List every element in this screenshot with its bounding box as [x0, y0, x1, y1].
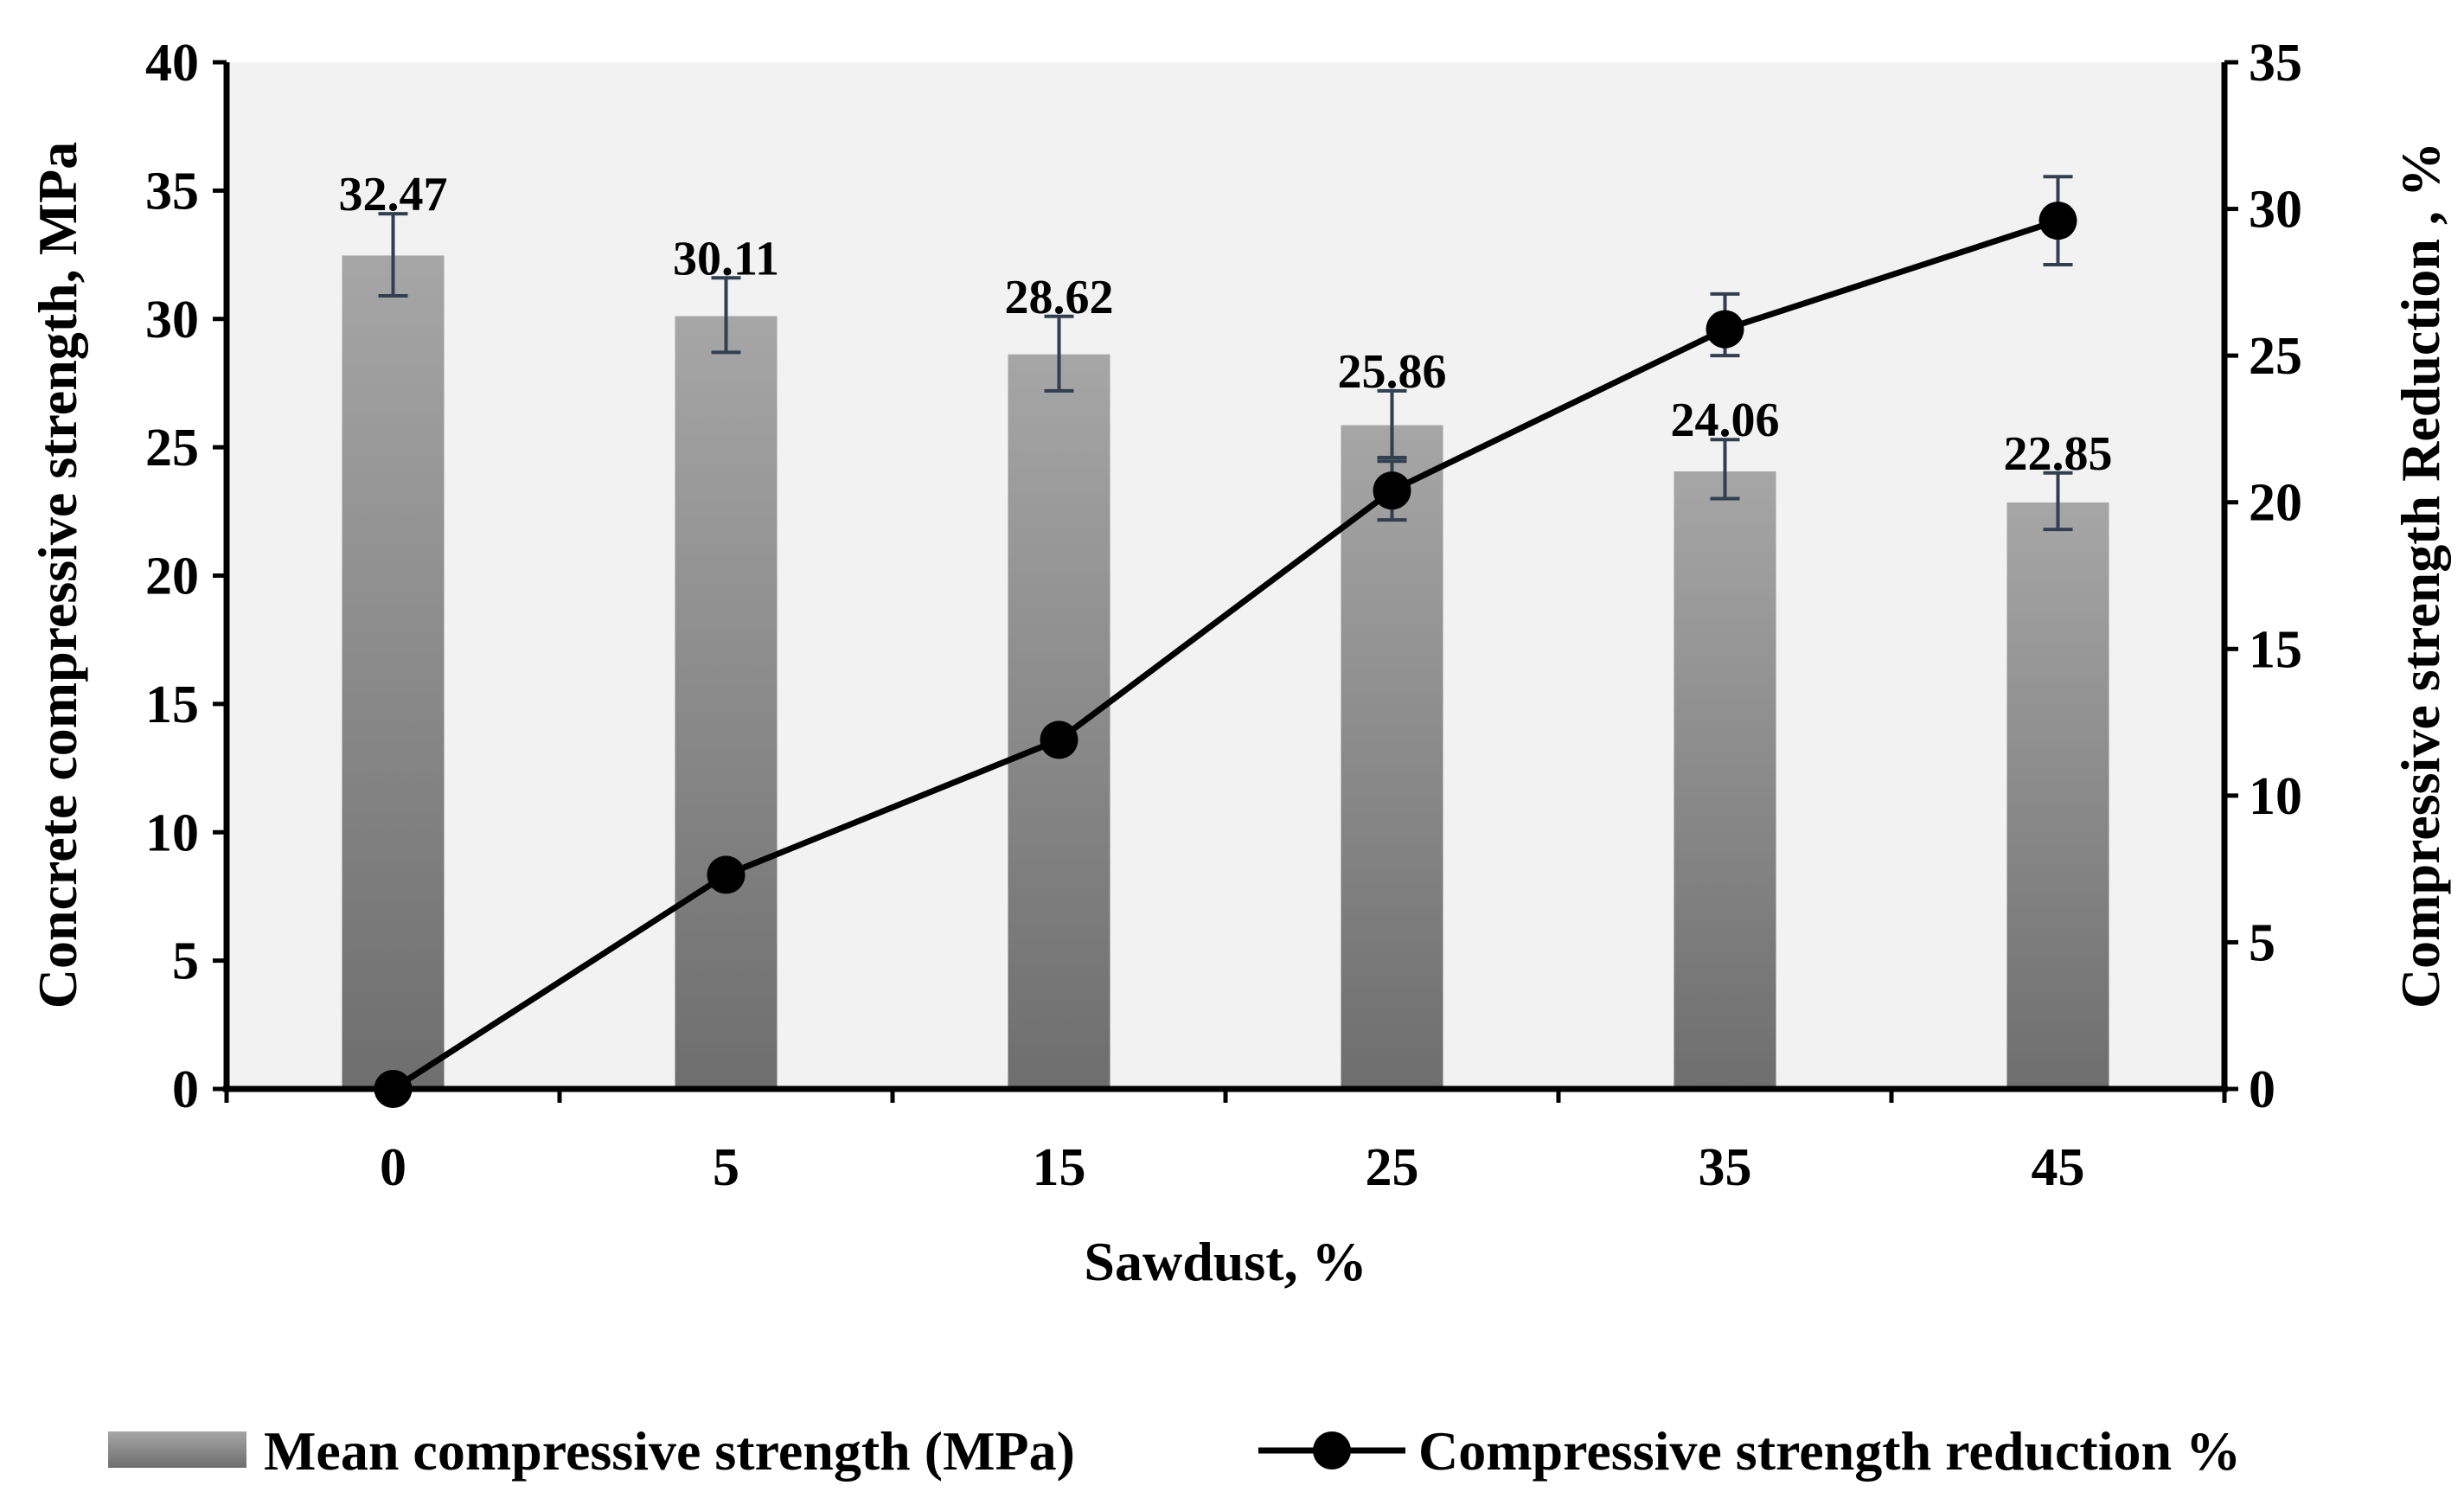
- legend-bar-swatch: [108, 1431, 246, 1468]
- legend: Mean compressive strength (MPa) Compress…: [108, 1420, 2241, 1482]
- left-axis-title: Concrete compressive strength, MPa: [27, 142, 88, 1009]
- line-point-15: [1040, 720, 1078, 759]
- bar-data-label: 30.11: [673, 232, 779, 285]
- left-tick-label: 30: [145, 291, 199, 349]
- line-point-35: [1706, 310, 1744, 349]
- right-tick-label: 0: [2249, 1060, 2275, 1119]
- reduction-line: [391, 217, 2059, 1092]
- x-tick-label: 5: [713, 1138, 739, 1197]
- right-tick-label: 5: [2249, 913, 2275, 972]
- x-tick-label: 45: [2032, 1138, 2085, 1197]
- right-tick-label: 20: [2249, 474, 2302, 533]
- line-point-25: [1373, 471, 1411, 510]
- right-tick-label: 35: [2249, 34, 2302, 93]
- x-tick-label: 35: [1699, 1138, 1752, 1197]
- left-tick-label: 20: [145, 547, 199, 606]
- left-tick-label: 10: [145, 804, 199, 862]
- bar-data-label: 32.47: [339, 168, 448, 221]
- line-point-45: [2038, 202, 2077, 240]
- bar-data-label: 28.62: [1005, 271, 1114, 324]
- bar-5: [675, 316, 778, 1090]
- line-point-5: [707, 855, 746, 894]
- bar-0: [342, 255, 445, 1089]
- bar-data-label: 22.85: [2004, 427, 2113, 481]
- right-tick-label: 15: [2249, 620, 2302, 679]
- bar-series: [342, 255, 2109, 1090]
- left-tick-label: 5: [172, 932, 199, 991]
- right-tick-label: 25: [2249, 327, 2302, 386]
- x-tick-label: 25: [1366, 1138, 1419, 1197]
- legend-line-marker: [1313, 1431, 1351, 1470]
- left-tick-label: 15: [145, 676, 199, 734]
- left-tick-label: 35: [145, 162, 199, 221]
- bar-data-label: 24.06: [1671, 394, 1780, 447]
- bar-error-bars: [378, 212, 2073, 532]
- right-axis-title: Compressive strength Reduction , %: [2390, 142, 2451, 1009]
- left-tick-label: 25: [145, 419, 199, 477]
- x-tick-label: 0: [380, 1138, 406, 1197]
- left-tick-label: 0: [172, 1060, 199, 1119]
- bar-35: [1674, 471, 1776, 1089]
- right-tick-label: 30: [2249, 181, 2302, 240]
- x-axis-title: Sawdust, %: [1084, 1231, 1366, 1292]
- bar-25: [1341, 425, 1443, 1089]
- legend-line-label: Compressive strength reduction %: [1418, 1420, 2241, 1482]
- axis-ticks: 0 5 10 15 20 25 30 35 40 0 5 10 15 20 25 30 35 0 5 15 25 35 45: [145, 34, 2302, 1197]
- x-tick-label: 15: [1033, 1138, 1086, 1197]
- legend-bar-label: Mean compressive strength (MPa): [264, 1420, 1075, 1482]
- right-tick-label: 10: [2249, 767, 2302, 826]
- left-tick-label: 40: [145, 34, 199, 93]
- bar-data-label: 25.86: [1338, 345, 1447, 399]
- bar-45: [2006, 502, 2109, 1089]
- plot-area: [227, 62, 2224, 1089]
- bar-data-labels: 32.47 30.11 28.62 25.86 24.06 22.85: [339, 168, 2113, 481]
